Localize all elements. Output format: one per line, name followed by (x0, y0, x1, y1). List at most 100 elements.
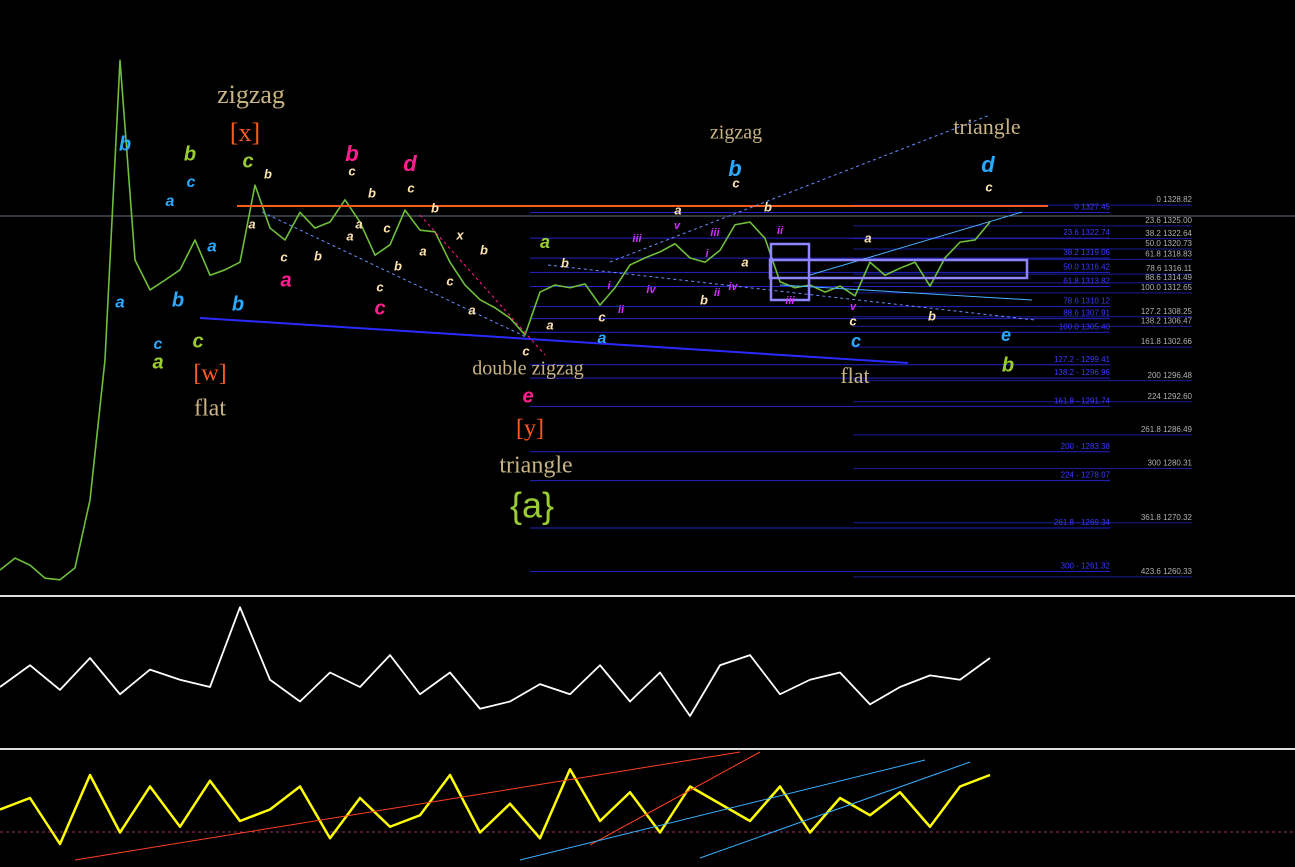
wave-label: b (764, 199, 772, 214)
wave-label: triangle (953, 114, 1020, 139)
fib-label: 200 1296.48 (1148, 371, 1193, 380)
wave-label: [w] (193, 361, 226, 387)
fib-label: 0 1328.82 (1156, 195, 1192, 204)
fib-label: 161.8 - 1291.74 (1054, 397, 1111, 406)
fib-label: 224 1292.60 (1148, 392, 1193, 401)
wave-label: e (522, 385, 533, 407)
wave-label: c (242, 150, 253, 172)
wave-label: b (264, 166, 272, 181)
wave-label: b (431, 200, 439, 215)
trend-line (779, 284, 1033, 301)
fib-label: 61.8 1318.83 (1145, 249, 1192, 258)
wave-label: a (546, 317, 553, 332)
wave-label: b (368, 185, 376, 200)
osc-trend (519, 759, 926, 861)
trend-line (809, 211, 1023, 276)
price-line-series (0, 59, 991, 581)
wave-label: b (1002, 354, 1014, 376)
fib-label: 100.0 1305.40 (1059, 322, 1111, 331)
wave-label: c (376, 279, 384, 294)
wave-label: c (849, 313, 857, 328)
fib-label: 100.0 1312.65 (1141, 283, 1193, 292)
fib-label: 261.8 - 1269.34 (1054, 518, 1111, 527)
wave-label: double zigzag (472, 358, 584, 380)
wave-label: c (348, 163, 356, 178)
wave-label: b (184, 143, 196, 165)
wave-label: c (732, 175, 740, 190)
wave-label: iii (785, 295, 795, 307)
wave-label: a (166, 193, 175, 210)
wave-label: b (561, 255, 569, 270)
wave-label: v (850, 301, 857, 313)
wave-label: a (248, 216, 255, 231)
fib-label: 261.8 1286.49 (1141, 425, 1193, 434)
fib-label: 200 - 1283.38 (1061, 442, 1111, 451)
price-line-series (0, 606, 991, 717)
wave-label: a (864, 230, 871, 245)
fib-label: 138.2 - 1296.96 (1054, 368, 1111, 377)
fib-label: 224 - 1278.07 (1061, 471, 1111, 480)
wave-label: a (674, 202, 681, 217)
wave-label: ii (714, 287, 721, 299)
osc-trend (74, 751, 741, 861)
wave-label: c (985, 179, 993, 194)
fib-label: 423.6 1260.33 (1141, 567, 1193, 576)
trend-line (547, 264, 1036, 321)
osc-trend (589, 751, 761, 846)
fib-label: 300 1280.31 (1148, 459, 1193, 468)
trend-line (199, 317, 909, 364)
wave-label: c (192, 330, 203, 352)
wave-label: [x] (230, 118, 260, 147)
fib-label: 300 - 1261.32 (1061, 562, 1111, 571)
trend-line (419, 214, 546, 356)
wave-label: i (607, 280, 611, 292)
wave-label: d (981, 152, 995, 177)
wave-label: b (480, 242, 488, 257)
wave-label: a (540, 232, 550, 252)
wave-label: flat (194, 396, 226, 422)
fib-label: 88.6 1314.49 (1145, 273, 1192, 282)
wave-label: c (374, 297, 385, 319)
wave-label: a (280, 269, 291, 291)
price-group (0, 59, 991, 846)
fib-label: 61.8 1313.82 (1063, 277, 1110, 286)
wave-label: b (394, 258, 402, 273)
wave-label: c (383, 220, 391, 235)
wave-label: c (522, 343, 530, 358)
wave-label: a (207, 236, 216, 255)
wave-label: triangle (499, 453, 572, 479)
wave-label: {a} (510, 485, 554, 526)
wave-label: a (346, 228, 353, 243)
wave-label: zigzag (217, 80, 285, 109)
box (768, 258, 1029, 280)
wave-label: b (232, 293, 244, 315)
wave-label: c (446, 273, 454, 288)
wave-label: flat (840, 363, 869, 388)
wave-label: b (345, 141, 358, 166)
fib-label: 50.0 1316.42 (1063, 263, 1110, 272)
wave-label: zigzag (710, 122, 762, 144)
wave-label: b (928, 308, 936, 323)
fib-label: 138.2 1306.47 (1141, 317, 1193, 326)
wave-label: c (598, 309, 606, 324)
fib-label: 23.6 1322.74 (1063, 228, 1110, 237)
wave-label: iv (646, 284, 656, 296)
wave-label: a (152, 351, 163, 373)
wave-label: c (280, 249, 288, 264)
trend-line (261, 211, 527, 338)
wave-label: ii (618, 304, 625, 316)
fib-label: 361.8 1270.32 (1141, 513, 1193, 522)
wave-label: e (1001, 325, 1011, 345)
wave-label: b (172, 289, 184, 311)
wave-label: a (115, 292, 124, 311)
wave-label: iv (728, 281, 738, 293)
fib-label: 38.2 1319.06 (1063, 248, 1110, 257)
wave-label: c (154, 336, 163, 353)
fib-label: 38.2 1322.64 (1145, 229, 1192, 238)
wave-label: a (419, 243, 426, 258)
price-line-series (0, 768, 991, 846)
wave-label: a (598, 330, 607, 347)
fib-label: 23.6 1325.00 (1145, 216, 1192, 225)
